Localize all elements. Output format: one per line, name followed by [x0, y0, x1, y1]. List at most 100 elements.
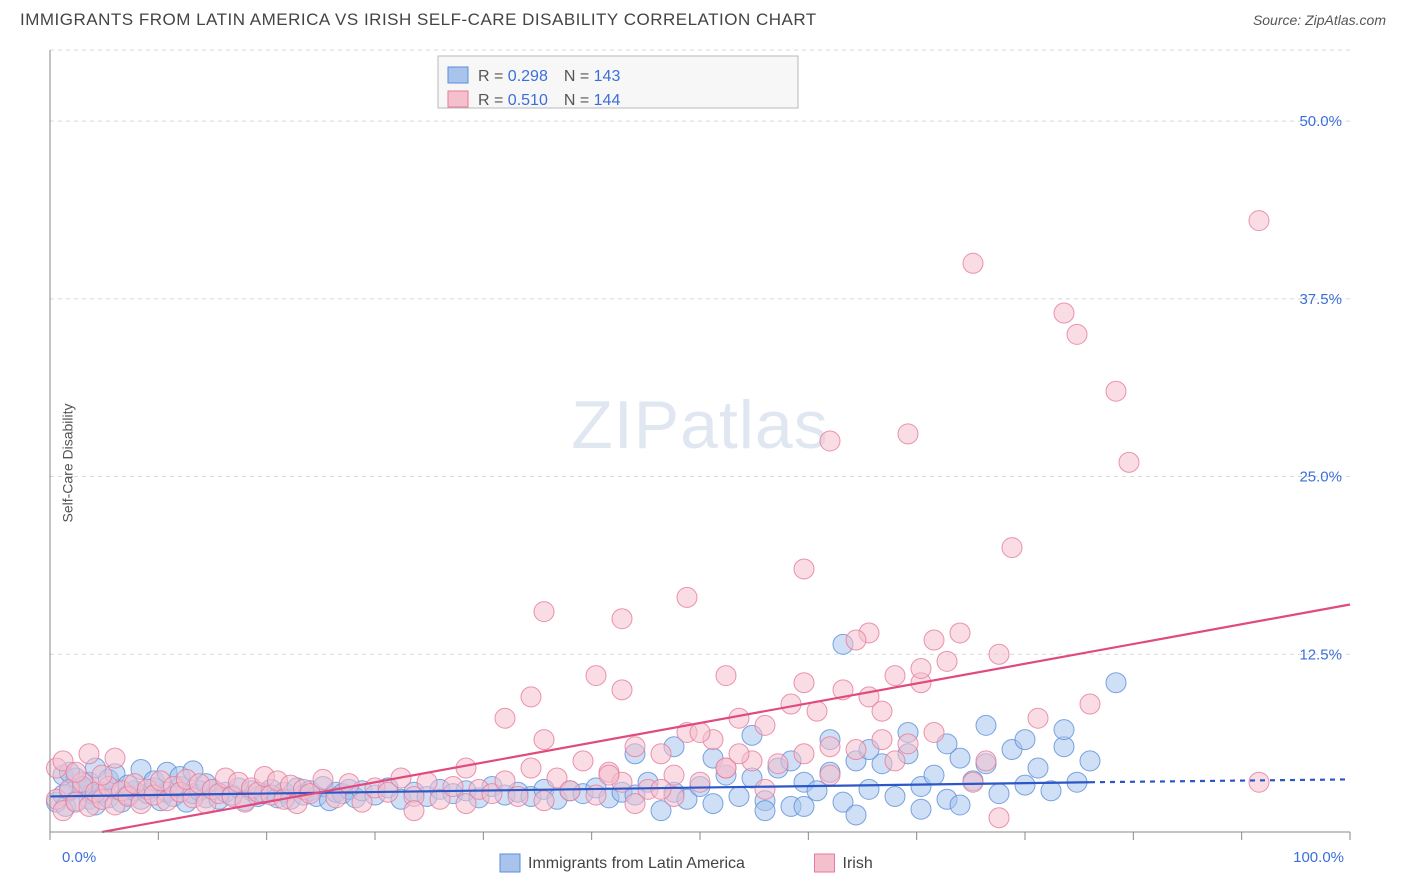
data-point — [534, 602, 554, 622]
data-point — [820, 431, 840, 451]
y-tick-label: 50.0% — [1299, 113, 1342, 130]
data-point — [846, 740, 866, 760]
data-point — [625, 794, 645, 814]
legend-correlation-text: R = 0.298 N = 143 — [478, 68, 620, 85]
data-point — [573, 751, 593, 771]
series-1 — [47, 211, 1270, 828]
legend-correlation-text: R = 0.510 N = 144 — [478, 92, 620, 109]
data-point — [690, 772, 710, 792]
data-point — [872, 701, 892, 721]
data-point — [859, 779, 879, 799]
data-point — [521, 687, 541, 707]
data-point — [924, 722, 944, 742]
legend-swatch — [500, 854, 520, 872]
data-point — [1106, 673, 1126, 693]
x-tick-label: 0.0% — [62, 849, 96, 866]
data-point — [651, 779, 671, 799]
data-point — [820, 737, 840, 757]
data-point — [885, 751, 905, 771]
data-point — [950, 795, 970, 815]
data-point — [443, 777, 463, 797]
chart-source: Source: ZipAtlas.com — [1253, 12, 1386, 28]
y-tick-label: 12.5% — [1299, 646, 1342, 663]
data-point — [846, 630, 866, 650]
data-point — [989, 644, 1009, 664]
chart-container: Self-Care Disability ZIPatlas0.0%100.0%1… — [0, 38, 1406, 888]
data-point — [1249, 211, 1269, 231]
legend-swatch — [448, 67, 468, 83]
data-point — [1080, 694, 1100, 714]
data-point — [794, 796, 814, 816]
data-point — [924, 765, 944, 785]
data-point — [820, 765, 840, 785]
data-point — [1054, 720, 1074, 740]
data-point — [963, 772, 983, 792]
data-point — [92, 765, 112, 785]
data-point — [495, 708, 515, 728]
data-point — [794, 744, 814, 764]
data-point — [794, 559, 814, 579]
data-point — [599, 765, 619, 785]
data-point — [898, 424, 918, 444]
data-point — [417, 772, 437, 792]
data-point — [1002, 538, 1022, 558]
data-point — [79, 744, 99, 764]
data-point — [729, 786, 749, 806]
data-point — [625, 737, 645, 757]
data-point — [755, 779, 775, 799]
data-point — [989, 784, 1009, 804]
data-point — [976, 751, 996, 771]
data-point — [612, 609, 632, 629]
data-point — [716, 666, 736, 686]
data-point — [339, 774, 359, 794]
data-point — [66, 762, 86, 782]
data-point — [794, 673, 814, 693]
data-point — [690, 722, 710, 742]
data-point — [534, 730, 554, 750]
data-point — [846, 805, 866, 825]
data-point — [807, 781, 827, 801]
data-point — [1054, 303, 1074, 323]
chart-title: IMMIGRANTS FROM LATIN AMERICA VS IRISH S… — [20, 10, 817, 30]
data-point — [1067, 324, 1087, 344]
data-point — [768, 754, 788, 774]
data-point — [1015, 730, 1035, 750]
legend-swatch — [448, 91, 468, 107]
data-point — [105, 748, 125, 768]
data-point — [924, 630, 944, 650]
chart-header: IMMIGRANTS FROM LATIN AMERICA VS IRISH S… — [0, 0, 1406, 38]
data-point — [872, 730, 892, 750]
data-point — [677, 587, 697, 607]
data-point — [963, 253, 983, 273]
data-point — [1080, 751, 1100, 771]
data-point — [495, 771, 515, 791]
data-point — [313, 769, 333, 789]
data-point — [911, 799, 931, 819]
data-point — [612, 680, 632, 700]
legend-series-label: Immigrants from Latin America — [528, 855, 745, 872]
data-point — [729, 744, 749, 764]
data-point — [586, 666, 606, 686]
trend-line-dash — [1090, 779, 1350, 782]
y-tick-label: 25.0% — [1299, 469, 1342, 486]
data-point — [976, 715, 996, 735]
data-point — [404, 801, 424, 821]
data-point — [989, 808, 1009, 828]
data-point — [755, 715, 775, 735]
data-point — [1106, 381, 1126, 401]
data-point — [1028, 708, 1048, 728]
data-point — [885, 666, 905, 686]
x-tick-label: 100.0% — [1293, 849, 1344, 866]
data-point — [950, 623, 970, 643]
data-point — [911, 658, 931, 678]
y-axis-label: Self-Care Disability — [60, 403, 76, 522]
data-point — [1249, 772, 1269, 792]
legend-series-label: Irish — [843, 855, 873, 872]
data-point — [807, 701, 827, 721]
data-point — [898, 734, 918, 754]
data-point — [755, 801, 775, 821]
data-point — [1028, 758, 1048, 778]
data-point — [1015, 775, 1035, 795]
trend-line — [102, 605, 1350, 832]
scatter-chart-svg: ZIPatlas0.0%100.0%12.5%25.0%37.5%50.0%R … — [0, 38, 1406, 888]
